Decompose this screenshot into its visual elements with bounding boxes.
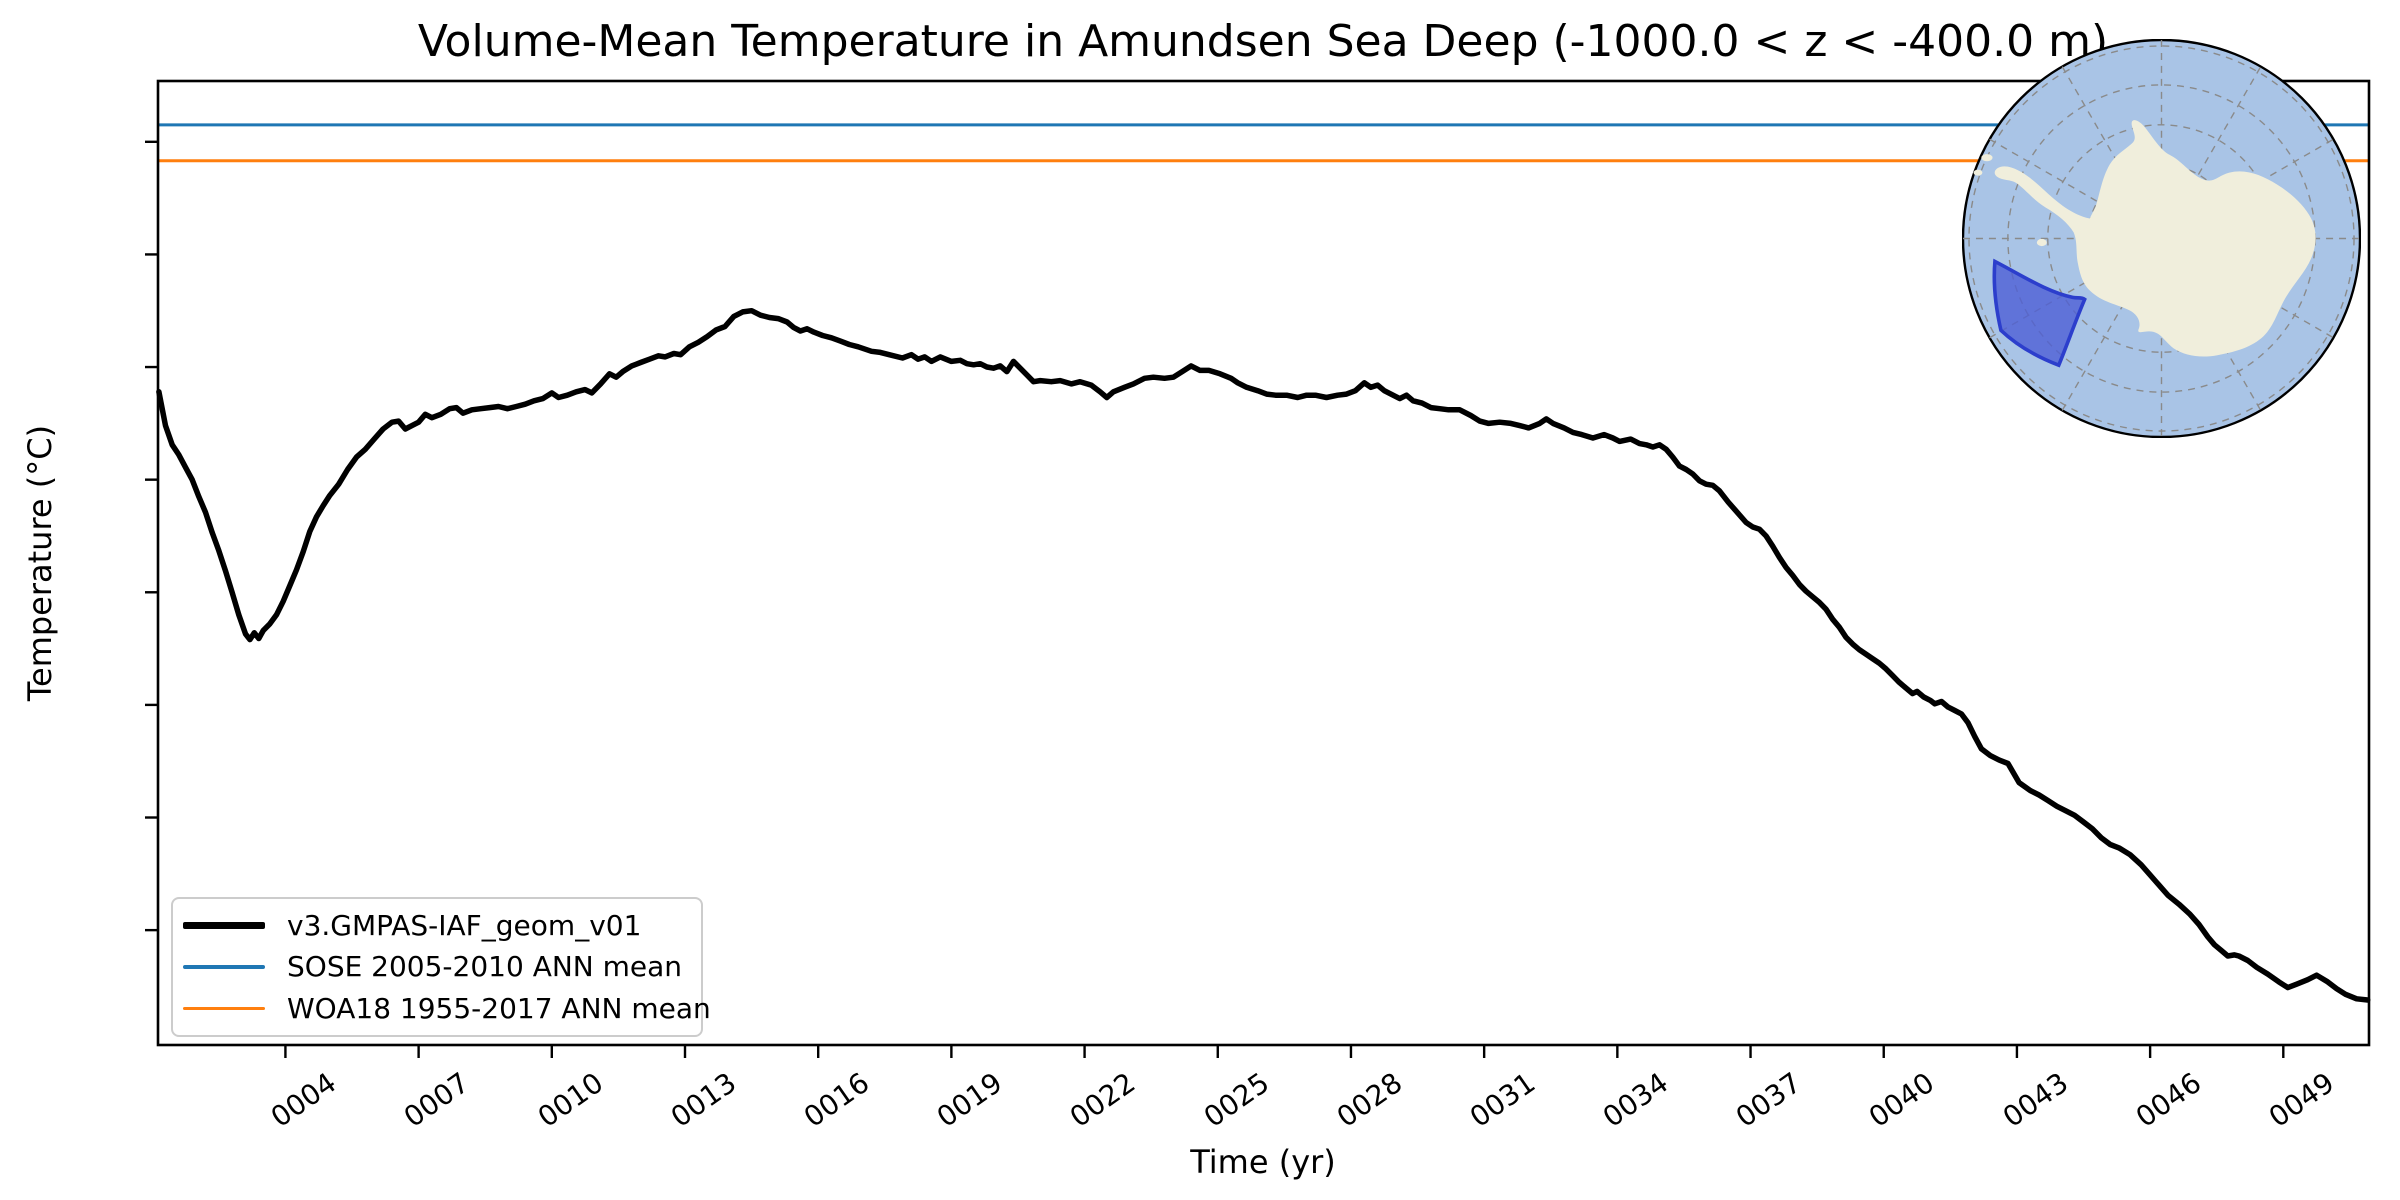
x-tick-label: 0028 xyxy=(1330,1066,1408,1134)
x-tick-label: 0010 xyxy=(531,1066,609,1134)
x-tick-label: 0007 xyxy=(398,1066,476,1134)
x-tick-label: 0043 xyxy=(1996,1066,2074,1134)
x-tick-label: 0004 xyxy=(265,1066,343,1134)
x-tick-label: 0013 xyxy=(664,1066,742,1134)
x-tick-label: 0022 xyxy=(1064,1066,1142,1134)
temperature-curve xyxy=(156,307,2371,1003)
x-tick-label: 0034 xyxy=(1596,1066,1675,1134)
legend-item-sose: SOSE 2005-2010 ANN mean xyxy=(183,947,691,987)
x-tick-label: 0037 xyxy=(1730,1066,1808,1134)
legend-box: v3.GMPAS-IAF_geom_v01 SOSE 2005-2010 ANN… xyxy=(171,897,711,1037)
legend-item-woa18: WOA18 1955-2017 ANN mean xyxy=(183,988,711,1028)
x-tick-label: 0031 xyxy=(1463,1066,1542,1134)
legend-label: SOSE 2005-2010 ANN mean xyxy=(287,950,683,984)
legend-line-sample-black xyxy=(183,922,265,930)
x-tick-label: 0025 xyxy=(1197,1066,1275,1134)
antarctica-map-inset xyxy=(1962,39,2361,438)
x-tick-label: 0040 xyxy=(1863,1066,1941,1134)
x-axis-label: Time (yr) xyxy=(1190,1143,1336,1181)
chart-title: Volume-Mean Temperature in Amundsen Sea … xyxy=(417,16,2109,67)
amundsen-sea-region-highlight xyxy=(1992,258,2087,368)
legend-label: v3.GMPAS-IAF_geom_v01 xyxy=(287,909,642,943)
x-tick-label: 0019 xyxy=(931,1066,1009,1134)
x-tick-label: 0046 xyxy=(2129,1066,2208,1134)
x-tick-label: 0049 xyxy=(2262,1066,2341,1134)
legend-line-sample-orange xyxy=(183,1006,265,1011)
legend-label: WOA18 1955-2017 ANN mean xyxy=(287,991,711,1025)
legend-line-sample-blue xyxy=(183,965,265,969)
axes-frame xyxy=(156,79,2371,1047)
antarctica-landmass xyxy=(1973,120,2316,357)
x-tick-label: 0016 xyxy=(797,1066,876,1134)
legend-item-model: v3.GMPAS-IAF_geom_v01 xyxy=(183,906,691,946)
